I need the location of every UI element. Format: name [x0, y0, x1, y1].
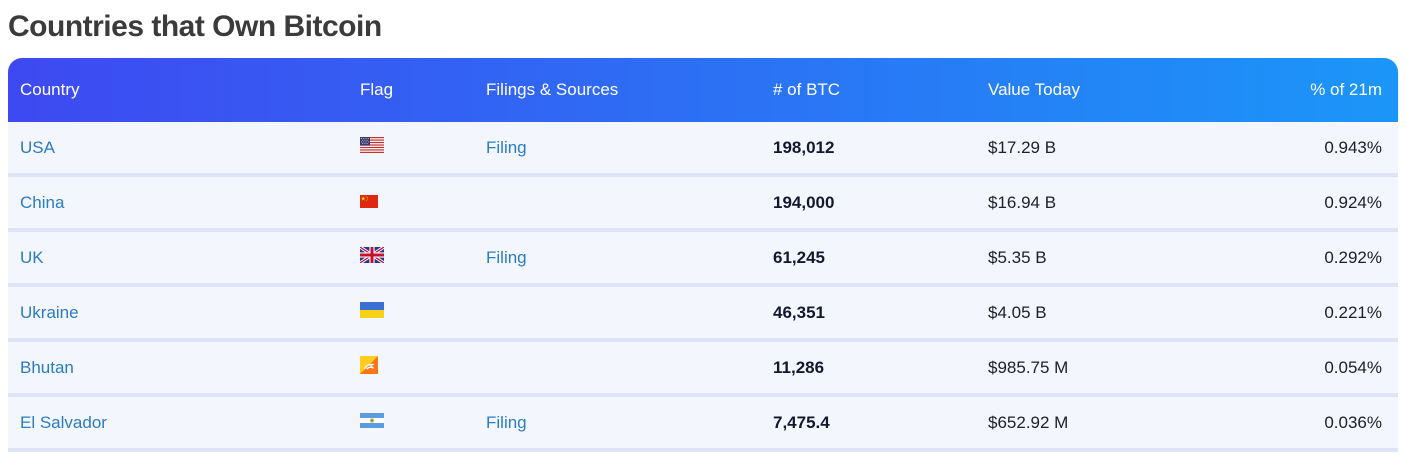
country-link[interactable]: USA: [20, 137, 55, 157]
value-today: $17.29 B: [988, 137, 1057, 157]
column-header-value-today: Value Today: [988, 80, 1080, 99]
column-header-pct-21m: % of 21m: [1310, 80, 1382, 99]
btc-amount: 7,475.4: [773, 412, 830, 432]
flag-ua-icon: [360, 302, 384, 318]
btc-amount: 198,012: [773, 137, 835, 157]
flag-bt-icon: [360, 356, 378, 374]
flag-sv-icon: [360, 412, 384, 428]
filing-link[interactable]: Filing: [486, 247, 527, 267]
btc-amount: 61,245: [773, 247, 825, 267]
filing-link[interactable]: Filing: [486, 137, 527, 157]
table-body: USA Filing 198,012 $17.29 B 0.943% China: [8, 122, 1398, 452]
flag-gb-icon: [360, 247, 384, 263]
filing-link[interactable]: Filing: [486, 412, 527, 432]
column-header-btc: # of BTC: [773, 80, 841, 99]
pct-of-21m: 0.924%: [1324, 192, 1382, 212]
countries-bitcoin-table: Country Flag Filings & Sources # of BTC …: [8, 58, 1398, 452]
btc-amount: 194,000: [773, 192, 835, 212]
value-today: $4.05 B: [988, 302, 1047, 322]
table-row: Bhutan 11,286 $985.75 M 0.054%: [8, 342, 1398, 397]
column-header-country: Country: [20, 80, 80, 99]
country-link[interactable]: Ukraine: [20, 302, 79, 322]
value-today: $5.35 B: [988, 247, 1047, 267]
table-row: El Salvador Filing 7,475.4 $652.92 M 0.0…: [8, 397, 1398, 452]
pct-of-21m: 0.036%: [1324, 412, 1382, 432]
country-link[interactable]: China: [20, 192, 65, 212]
table-row: USA Filing 198,012 $17.29 B 0.943%: [8, 122, 1398, 177]
value-today: $16.94 B: [988, 192, 1057, 212]
flag-us-icon: [360, 137, 384, 153]
table-header-row: Country Flag Filings & Sources # of BTC …: [8, 58, 1398, 122]
btc-amount: 46,351: [773, 302, 825, 322]
country-link[interactable]: UK: [20, 247, 44, 267]
flag-cn-icon: [360, 194, 378, 208]
pct-of-21m: 0.221%: [1324, 302, 1382, 322]
country-link[interactable]: El Salvador: [20, 412, 107, 432]
column-header-flag: Flag: [360, 80, 394, 99]
table-row: UK Filing 61,245 $5.35 B 0.292%: [8, 232, 1398, 287]
pct-of-21m: 0.943%: [1324, 137, 1382, 157]
btc-amount: 11,286: [773, 357, 825, 377]
table-row: China 194,000 $16.94 B 0.924%: [8, 177, 1398, 232]
column-header-filings-sources: Filings & Sources: [486, 80, 619, 99]
page-title: Countries that Own Bitcoin: [8, 10, 382, 43]
pct-of-21m: 0.292%: [1324, 247, 1382, 267]
pct-of-21m: 0.054%: [1324, 357, 1382, 377]
country-link[interactable]: Bhutan: [20, 357, 74, 377]
value-today: $652.92 M: [988, 412, 1069, 432]
table-row: Ukraine 46,351 $4.05 B 0.221%: [8, 287, 1398, 342]
value-today: $985.75 M: [988, 357, 1069, 377]
